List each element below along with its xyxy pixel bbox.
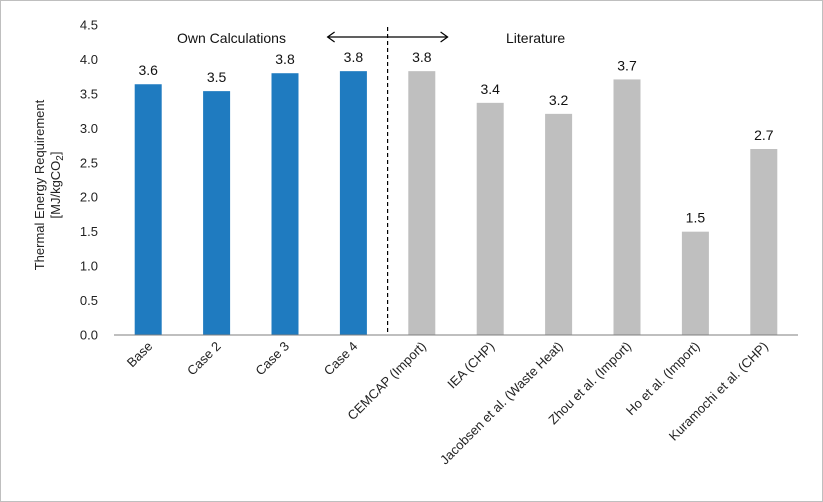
data-labels: 3.6 3.5 3.8 3.8 3.8 3.4 3.2 3.7 1.5 2.7 [138, 49, 773, 226]
annotation-own-calculations: Own Calculations [177, 30, 286, 46]
y-tick-label: 3.5 [80, 86, 98, 101]
y-axis-ticks: 0.0 0.5 1.0 1.5 2.0 2.5 3.0 3.5 4.0 4.5 [80, 18, 98, 343]
bar [750, 149, 778, 335]
x-tick-label: Case 4 [321, 339, 361, 379]
bar [203, 91, 231, 335]
y-tick-label: 0.0 [80, 328, 98, 343]
y-tick-label: 2.0 [80, 190, 98, 205]
data-label: 2.7 [754, 127, 774, 143]
data-label: 3.8 [412, 49, 432, 65]
data-label: 3.8 [344, 49, 364, 65]
bar [681, 231, 709, 335]
y-axis-title-line1: Thermal Energy Requirement [32, 99, 47, 270]
x-tick-label: IEA (CHP) [444, 339, 497, 392]
bar [545, 113, 573, 335]
bars [134, 71, 778, 336]
x-tick-label: Base [124, 339, 156, 371]
x-tick-label: Case 2 [184, 339, 224, 379]
data-label: 3.8 [275, 51, 295, 67]
bar [134, 84, 162, 335]
y-tick-label: 1.5 [80, 224, 98, 239]
data-label: 3.5 [207, 69, 227, 85]
y-tick-label: 2.5 [80, 155, 98, 170]
bar [613, 79, 641, 335]
bar [476, 102, 504, 335]
arrow-head-left [326, 31, 335, 43]
data-label: 3.7 [617, 57, 637, 73]
arrow-head-right [440, 31, 449, 43]
x-tick-label: Ho et al. (Import) [623, 339, 703, 419]
y-tick-label: 1.0 [80, 259, 98, 274]
data-label: 3.6 [138, 62, 158, 78]
group-arrow [326, 31, 449, 43]
y-axis-title: Thermal Energy Requirement [MJ/kgCO2] [32, 99, 66, 270]
data-label: 1.5 [686, 210, 706, 226]
data-label: 3.4 [480, 81, 500, 97]
y-tick-label: 4.5 [80, 18, 98, 33]
y-tick-label: 3.0 [80, 121, 98, 136]
annotation-literature: Literature [506, 30, 565, 46]
data-label: 3.2 [549, 92, 569, 108]
bar [408, 71, 436, 336]
y-tick-label: 4.0 [80, 52, 98, 67]
bar [339, 71, 367, 336]
x-tick-label: Case 3 [252, 339, 292, 379]
y-tick-label: 0.5 [80, 293, 98, 308]
x-tick-label: Jacobsen et al. (Waste Heat) [437, 339, 566, 468]
y-axis-title-line2: [MJ/kgCO2] [48, 152, 66, 219]
bar [271, 73, 299, 335]
